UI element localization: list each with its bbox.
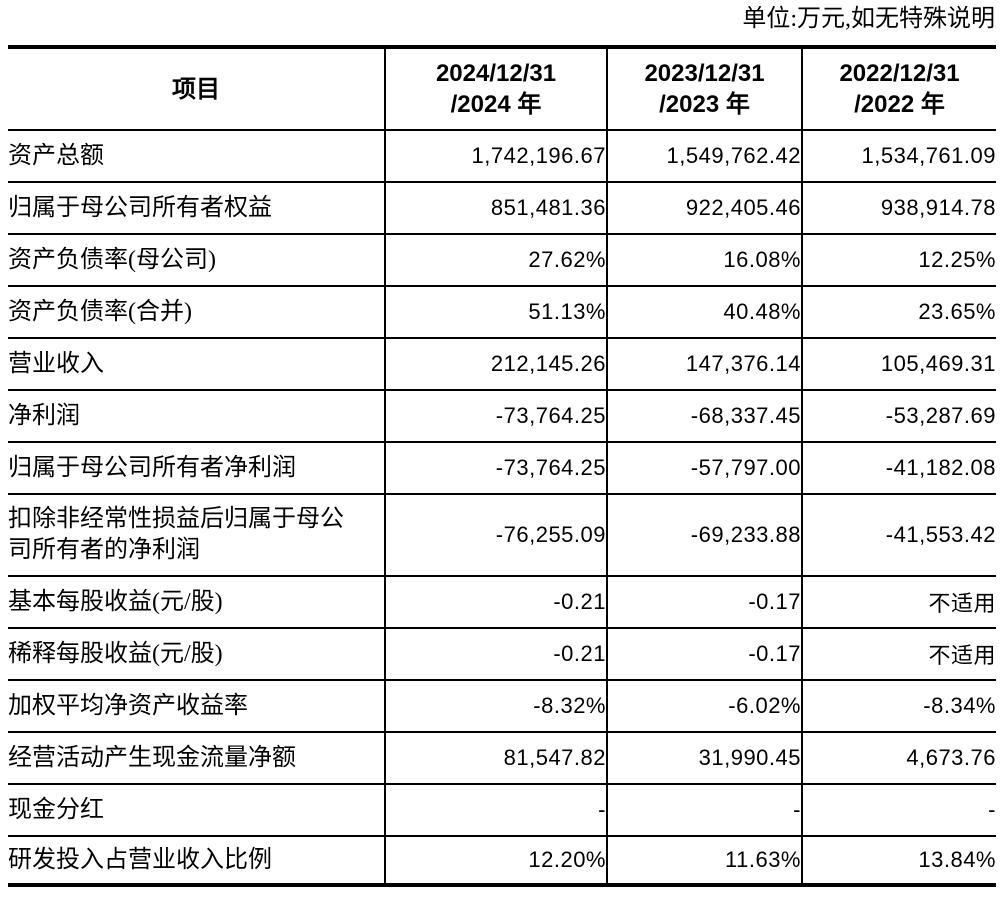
unit-note: 单位:万元,如无特殊说明: [742, 6, 995, 32]
value-2022: -: [801, 784, 996, 836]
value-2024: -0.21: [384, 628, 607, 680]
value-2022: 不适用: [801, 576, 996, 628]
table-row-diluted-eps: 稀释每股收益(元/股) -0.21 -0.17 不适用: [8, 628, 996, 680]
value-2023: 40.48%: [606, 286, 802, 338]
table-row-cash-dividend: 现金分红 - - -: [8, 784, 996, 836]
value-2023: 31,990.45: [606, 732, 802, 784]
value-2022: 12.25%: [801, 234, 996, 286]
value-2024: -76,255.09: [384, 494, 607, 576]
column-header-2024: 2024/12/31 /2024 年: [384, 47, 607, 130]
row-label: 归属于母公司所有者权益: [8, 194, 272, 221]
value-2022: 938,914.78: [801, 182, 996, 234]
table-row-rd-ratio: 研发投入占营业收入比例 12.20% 11.63% 13.84%: [8, 836, 996, 885]
value-2023: 11.63%: [606, 836, 802, 885]
table-row-weighted-avg-roe: 加权平均净资产收益率 -8.32% -6.02% -8.34%: [8, 680, 996, 732]
row-label: 现金分红: [8, 796, 104, 823]
value-2023: -0.17: [606, 576, 802, 628]
value-2024: -0.21: [384, 576, 607, 628]
row-label: 加权平均净资产收益率: [8, 692, 248, 719]
table-row-basic-eps: 基本每股收益(元/股) -0.21 -0.17 不适用: [8, 576, 996, 628]
value-2024: -73,764.25: [384, 442, 607, 494]
value-2022: -53,287.69: [801, 390, 996, 442]
value-2022: 不适用: [801, 628, 996, 680]
value-2023: 147,376.14: [606, 338, 802, 390]
table-row-deducted-net-profit: 扣除非经常性损益后归属于母公 司所有者的净利润 -76,255.09 -69,2…: [8, 494, 996, 576]
value-2024: -: [384, 784, 607, 836]
row-label: 扣除非经常性损益后归属于母公 司所有者的净利润: [8, 506, 344, 563]
row-label: 营业收入: [8, 350, 104, 377]
table-row-operating-revenue: 营业收入 212,145.26 147,376.14 105,469.31: [8, 338, 996, 390]
value-2023: 922,405.46: [606, 182, 802, 234]
table-header-row: 项目 2024/12/31 /2024 年 2023/12/31 /2023 年…: [8, 47, 996, 130]
value-2023: -69,233.88: [606, 494, 802, 576]
value-2024: 1,742,196.67: [384, 130, 607, 182]
row-label: 稀释每股收益(元/股): [8, 640, 223, 667]
value-2024: -8.32%: [384, 680, 607, 732]
value-2024: 51.13%: [384, 286, 607, 338]
table-row-parent-equity: 归属于母公司所有者权益 851,481.36 922,405.46 938,91…: [8, 182, 996, 234]
value-2024: -73,764.25: [384, 390, 607, 442]
value-2024: 12.20%: [384, 836, 607, 885]
table-row-operating-cash-flow: 经营活动产生现金流量净额 81,547.82 31,990.45 4,673.7…: [8, 732, 996, 784]
financial-summary-table: 项目 2024/12/31 /2024 年 2023/12/31 /2023 年…: [8, 45, 996, 887]
column-header-2023: 2023/12/31 /2023 年: [606, 47, 802, 130]
row-label: 资产负债率(合并): [8, 298, 192, 325]
table-row-net-profit: 净利润 -73,764.25 -68,337.45 -53,287.69: [8, 390, 996, 442]
value-2023: -68,337.45: [606, 390, 802, 442]
value-2024: 81,547.82: [384, 732, 607, 784]
row-label: 归属于母公司所有者净利润: [8, 454, 296, 481]
value-2023: 1,549,762.42: [606, 130, 802, 182]
value-2024: 212,145.26: [384, 338, 607, 390]
table-row-parent-net-profit: 归属于母公司所有者净利润 -73,764.25 -57,797.00 -41,1…: [8, 442, 996, 494]
value-2023: -6.02%: [606, 680, 802, 732]
value-2022: 1,534,761.09: [801, 130, 996, 182]
row-label: 基本每股收益(元/股): [8, 588, 223, 615]
value-2022: 23.65%: [801, 286, 996, 338]
value-2022: 13.84%: [801, 836, 996, 885]
value-2024: 851,481.36: [384, 182, 607, 234]
value-2023: -0.17: [606, 628, 802, 680]
value-2022: -41,182.08: [801, 442, 996, 494]
row-label: 资产总额: [8, 142, 104, 169]
row-label: 经营活动产生现金流量净额: [8, 744, 296, 771]
value-2023: 16.08%: [606, 234, 802, 286]
value-2022: -41,553.42: [801, 494, 996, 576]
column-header-2022: 2022/12/31 /2022 年: [801, 47, 996, 130]
value-2023: -57,797.00: [606, 442, 802, 494]
value-2022: 4,673.76: [801, 732, 996, 784]
table-row-debt-ratio-parent: 资产负债率(母公司) 27.62% 16.08% 12.25%: [8, 234, 996, 286]
row-label: 研发投入占营业收入比例: [8, 846, 272, 873]
table-row-total-assets: 资产总额 1,742,196.67 1,549,762.42 1,534,761…: [8, 130, 996, 182]
column-header-item: 项目: [172, 75, 220, 103]
table-row-debt-ratio-consolidated: 资产负债率(合并) 51.13% 40.48% 23.65%: [8, 286, 996, 338]
value-2024: 27.62%: [384, 234, 607, 286]
value-2023: -: [606, 784, 802, 836]
row-label: 净利润: [8, 402, 80, 429]
value-2022: 105,469.31: [801, 338, 996, 390]
value-2022: -8.34%: [801, 680, 996, 732]
row-label: 资产负债率(母公司): [8, 246, 216, 273]
